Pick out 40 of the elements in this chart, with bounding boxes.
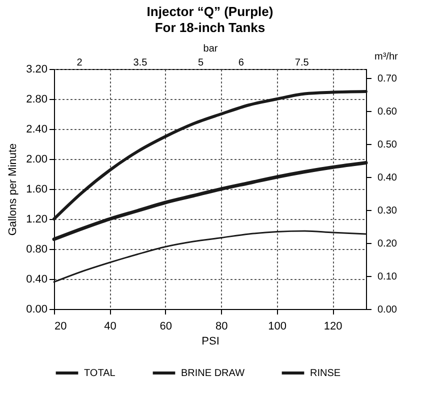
x-tick-label: 20 xyxy=(54,320,67,332)
y-tick-label: 3.20 xyxy=(26,64,48,76)
y2-tick-label: 0.30 xyxy=(378,205,398,216)
x-tick-label: 80 xyxy=(216,320,228,332)
y-tick-label: 1.20 xyxy=(26,214,48,226)
x2-tick-label: 7.5 xyxy=(294,58,310,68)
y2-tick-label: 0.00 xyxy=(378,304,398,316)
x2-tick-label: 6 xyxy=(238,58,244,68)
y2-tick-label: 0.60 xyxy=(378,106,398,118)
y-tick-label: 2.80 xyxy=(26,94,48,106)
legend-label: BRINE DRAW xyxy=(181,368,246,379)
chart-title: Injector “Q” (Purple) xyxy=(146,4,274,19)
y2-axis-title: m³/hr xyxy=(374,52,398,62)
chart-subtitle: For 18-inch Tanks xyxy=(154,20,266,35)
x2-tick-label: 3.5 xyxy=(133,58,148,68)
x-tick-label: 120 xyxy=(324,320,342,332)
y2-tick-label: 0.40 xyxy=(378,172,398,184)
x-tick-label: 60 xyxy=(160,320,172,332)
x-axis-title: PSI xyxy=(202,336,220,348)
y2-tick-label: 0.20 xyxy=(378,238,398,250)
y-tick-label: 2.00 xyxy=(26,154,48,166)
legend-label: TOTAL xyxy=(84,368,116,379)
y2-tick-label: 0.10 xyxy=(378,271,398,282)
y-tick-label: 1.60 xyxy=(26,184,48,196)
x-tick-label: 100 xyxy=(268,320,287,332)
y-tick-label: 0.80 xyxy=(26,244,48,256)
y-tick-label: 2.40 xyxy=(26,124,48,136)
y2-tick-label: 0.70 xyxy=(378,73,398,84)
x-tick-label: 40 xyxy=(104,320,116,332)
y-tick-label: 0.00 xyxy=(26,304,48,316)
line-series xyxy=(53,230,367,283)
y2-tick-label: 0.50 xyxy=(378,139,398,150)
legend-label: RINSE xyxy=(310,368,341,379)
x2-tick-label: 2 xyxy=(76,58,83,68)
y-tick-label: 0.40 xyxy=(26,274,48,286)
line-series xyxy=(52,161,368,241)
y-axis-title: Gallons per Minute xyxy=(7,143,20,236)
line-series xyxy=(52,90,368,220)
x2-tick-label: 5 xyxy=(198,58,204,68)
x2-axis-title: bar xyxy=(203,44,218,54)
